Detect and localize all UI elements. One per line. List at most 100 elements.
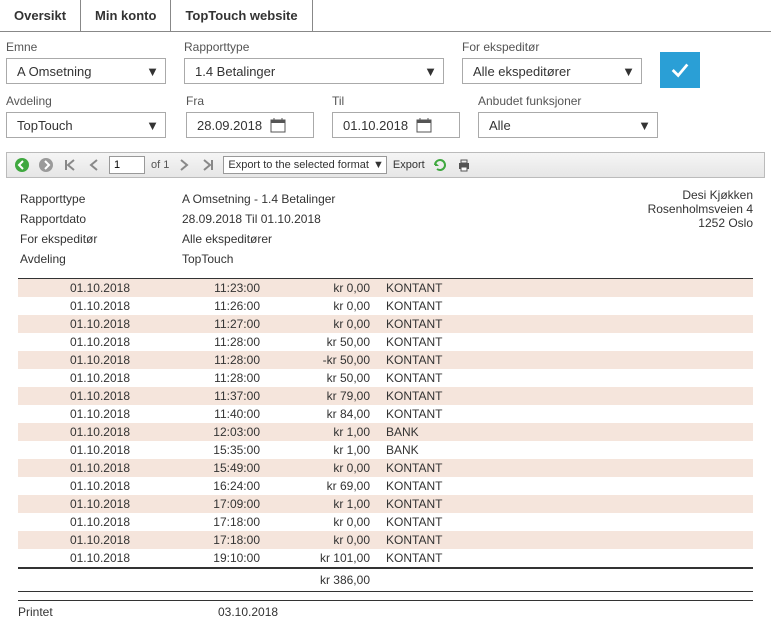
table-cell: kr 101,00: [268, 549, 378, 568]
page-number-input[interactable]: [109, 156, 145, 174]
confirm-button[interactable]: [660, 52, 700, 88]
filter-row-1: Emne A Omsetning ▼ Rapporttype 1.4 Betal…: [0, 32, 771, 94]
table-row: 01.10.201811:37:00kr 79,00KONTANT: [18, 387, 753, 405]
table-cell: KONTANT: [378, 513, 753, 531]
for-ekspeditor-select[interactable]: Alle ekspeditører ▼: [462, 58, 642, 84]
export-link[interactable]: Export: [393, 159, 425, 171]
emne-value: A Omsetning: [17, 64, 91, 79]
table-row: 01.10.201817:18:00kr 0,00KONTANT: [18, 513, 753, 531]
table-cell: 11:27:00: [138, 315, 268, 333]
fra-value: 28.09.2018: [197, 118, 262, 133]
next-page-button[interactable]: [175, 156, 193, 174]
table-cell: KONTANT: [378, 297, 753, 315]
table-cell: KONTANT: [378, 387, 753, 405]
meta-label: Rapporttype: [20, 190, 180, 208]
tab-toptouch-website[interactable]: TopTouch website: [171, 0, 312, 31]
printed-date: 03.10.2018: [218, 605, 278, 619]
table-row: 01.10.201817:18:00kr 0,00KONTANT: [18, 531, 753, 549]
tab-min-konto[interactable]: Min konto: [81, 0, 171, 31]
avdeling-label: Avdeling: [6, 94, 166, 108]
table-cell: 11:28:00: [138, 369, 268, 387]
table-row: 01.10.201811:28:00-kr 50,00KONTANT: [18, 351, 753, 369]
table-row: 01.10.201819:10:00kr 101,00KONTANT: [18, 549, 753, 568]
table-row: 01.10.201816:24:00kr 69,00KONTANT: [18, 477, 753, 495]
table-cell: 16:24:00: [138, 477, 268, 495]
table-cell: 01.10.2018: [18, 495, 138, 513]
company-city: 1252 Oslo: [648, 216, 753, 230]
fra-label: Fra: [186, 94, 314, 108]
table-row: 01.10.201811:28:00kr 50,00KONTANT: [18, 369, 753, 387]
emne-select[interactable]: A Omsetning ▼: [6, 58, 166, 84]
anbudet-select[interactable]: Alle ▼: [478, 112, 658, 138]
table-cell: kr 0,00: [268, 315, 378, 333]
avdeling-value: TopTouch: [17, 118, 73, 133]
table-cell: kr 1,00: [268, 423, 378, 441]
table-cell: 01.10.2018: [18, 549, 138, 568]
fra-date-input[interactable]: 28.09.2018: [186, 112, 314, 138]
company-address: Rosenholmsveien 4: [648, 202, 753, 216]
first-page-button[interactable]: [61, 156, 79, 174]
for-ekspeditor-value: Alle ekspeditører: [473, 64, 571, 79]
table-cell: 01.10.2018: [18, 441, 138, 459]
table-cell: KONTANT: [378, 549, 753, 568]
til-date-input[interactable]: 01.10.2018: [332, 112, 460, 138]
last-page-button[interactable]: [199, 156, 217, 174]
table-cell: BANK: [378, 423, 753, 441]
table-cell: KONTANT: [378, 531, 753, 549]
table-cell: 01.10.2018: [18, 315, 138, 333]
meta-label: Avdeling: [20, 250, 180, 268]
table-cell: 17:09:00: [138, 495, 268, 513]
table-cell: kr 1,00: [268, 495, 378, 513]
table-cell: kr 0,00: [268, 531, 378, 549]
emne-label: Emne: [6, 40, 166, 54]
refresh-button[interactable]: [431, 156, 449, 174]
table-cell: 01.10.2018: [18, 531, 138, 549]
avdeling-select[interactable]: TopTouch ▼: [6, 112, 166, 138]
table-row: 01.10.201811:23:00kr 0,00KONTANT: [18, 279, 753, 298]
table-cell: 11:37:00: [138, 387, 268, 405]
table-cell: 15:35:00: [138, 441, 268, 459]
table-cell: kr 0,00: [268, 459, 378, 477]
filter-row-2: Avdeling TopTouch ▼ Fra 28.09.2018 Til 0…: [0, 94, 771, 152]
tab-oversikt[interactable]: Oversikt: [0, 0, 81, 31]
table-cell: kr 0,00: [268, 297, 378, 315]
table-cell: 01.10.2018: [18, 279, 138, 298]
rapporttype-label: Rapporttype: [184, 40, 444, 54]
calendar-icon[interactable]: [270, 117, 286, 133]
print-button[interactable]: [455, 156, 473, 174]
table-cell: 17:18:00: [138, 531, 268, 549]
table-cell: 01.10.2018: [18, 513, 138, 531]
table-cell: 01.10.2018: [18, 387, 138, 405]
calendar-icon[interactable]: [416, 117, 432, 133]
table-cell: 17:18:00: [138, 513, 268, 531]
table-cell: 01.10.2018: [18, 297, 138, 315]
company-name: Desi Kjøkken: [648, 188, 753, 202]
caret-down-icon: ▼: [373, 159, 384, 171]
table-row: 01.10.201811:40:00kr 84,00KONTANT: [18, 405, 753, 423]
export-format-select[interactable]: Export to the selected format ▼: [223, 156, 387, 174]
table-cell: 01.10.2018: [18, 369, 138, 387]
table-cell: kr 50,00: [268, 369, 378, 387]
nav-forward-button[interactable]: [37, 156, 55, 174]
table-cell: kr 1,00: [268, 441, 378, 459]
anbudet-value: Alle: [489, 118, 511, 133]
page-of-label: of 1: [151, 159, 169, 171]
table-row: 01.10.201812:03:00kr 1,00BANK: [18, 423, 753, 441]
table-cell: 01.10.2018: [18, 351, 138, 369]
table-cell: kr 84,00: [268, 405, 378, 423]
til-label: Til: [332, 94, 460, 108]
table-cell: 01.10.2018: [18, 423, 138, 441]
caret-down-icon: ▼: [614, 64, 635, 79]
meta-label: Rapportdato: [20, 210, 180, 228]
table-cell: kr 0,00: [268, 513, 378, 531]
for-ekspeditor-label: For ekspeditør: [462, 40, 642, 54]
payments-table: 01.10.201811:23:00kr 0,00KONTANT01.10.20…: [18, 278, 753, 568]
table-cell: -kr 50,00: [268, 351, 378, 369]
nav-back-button[interactable]: [13, 156, 31, 174]
rapporttype-select[interactable]: 1.4 Betalinger ▼: [184, 58, 444, 84]
meta-value: TopTouch: [182, 250, 335, 268]
anbudet-label: Anbudet funksjoner: [478, 94, 658, 108]
prev-page-button[interactable]: [85, 156, 103, 174]
table-cell: 01.10.2018: [18, 333, 138, 351]
table-cell: KONTANT: [378, 279, 753, 298]
